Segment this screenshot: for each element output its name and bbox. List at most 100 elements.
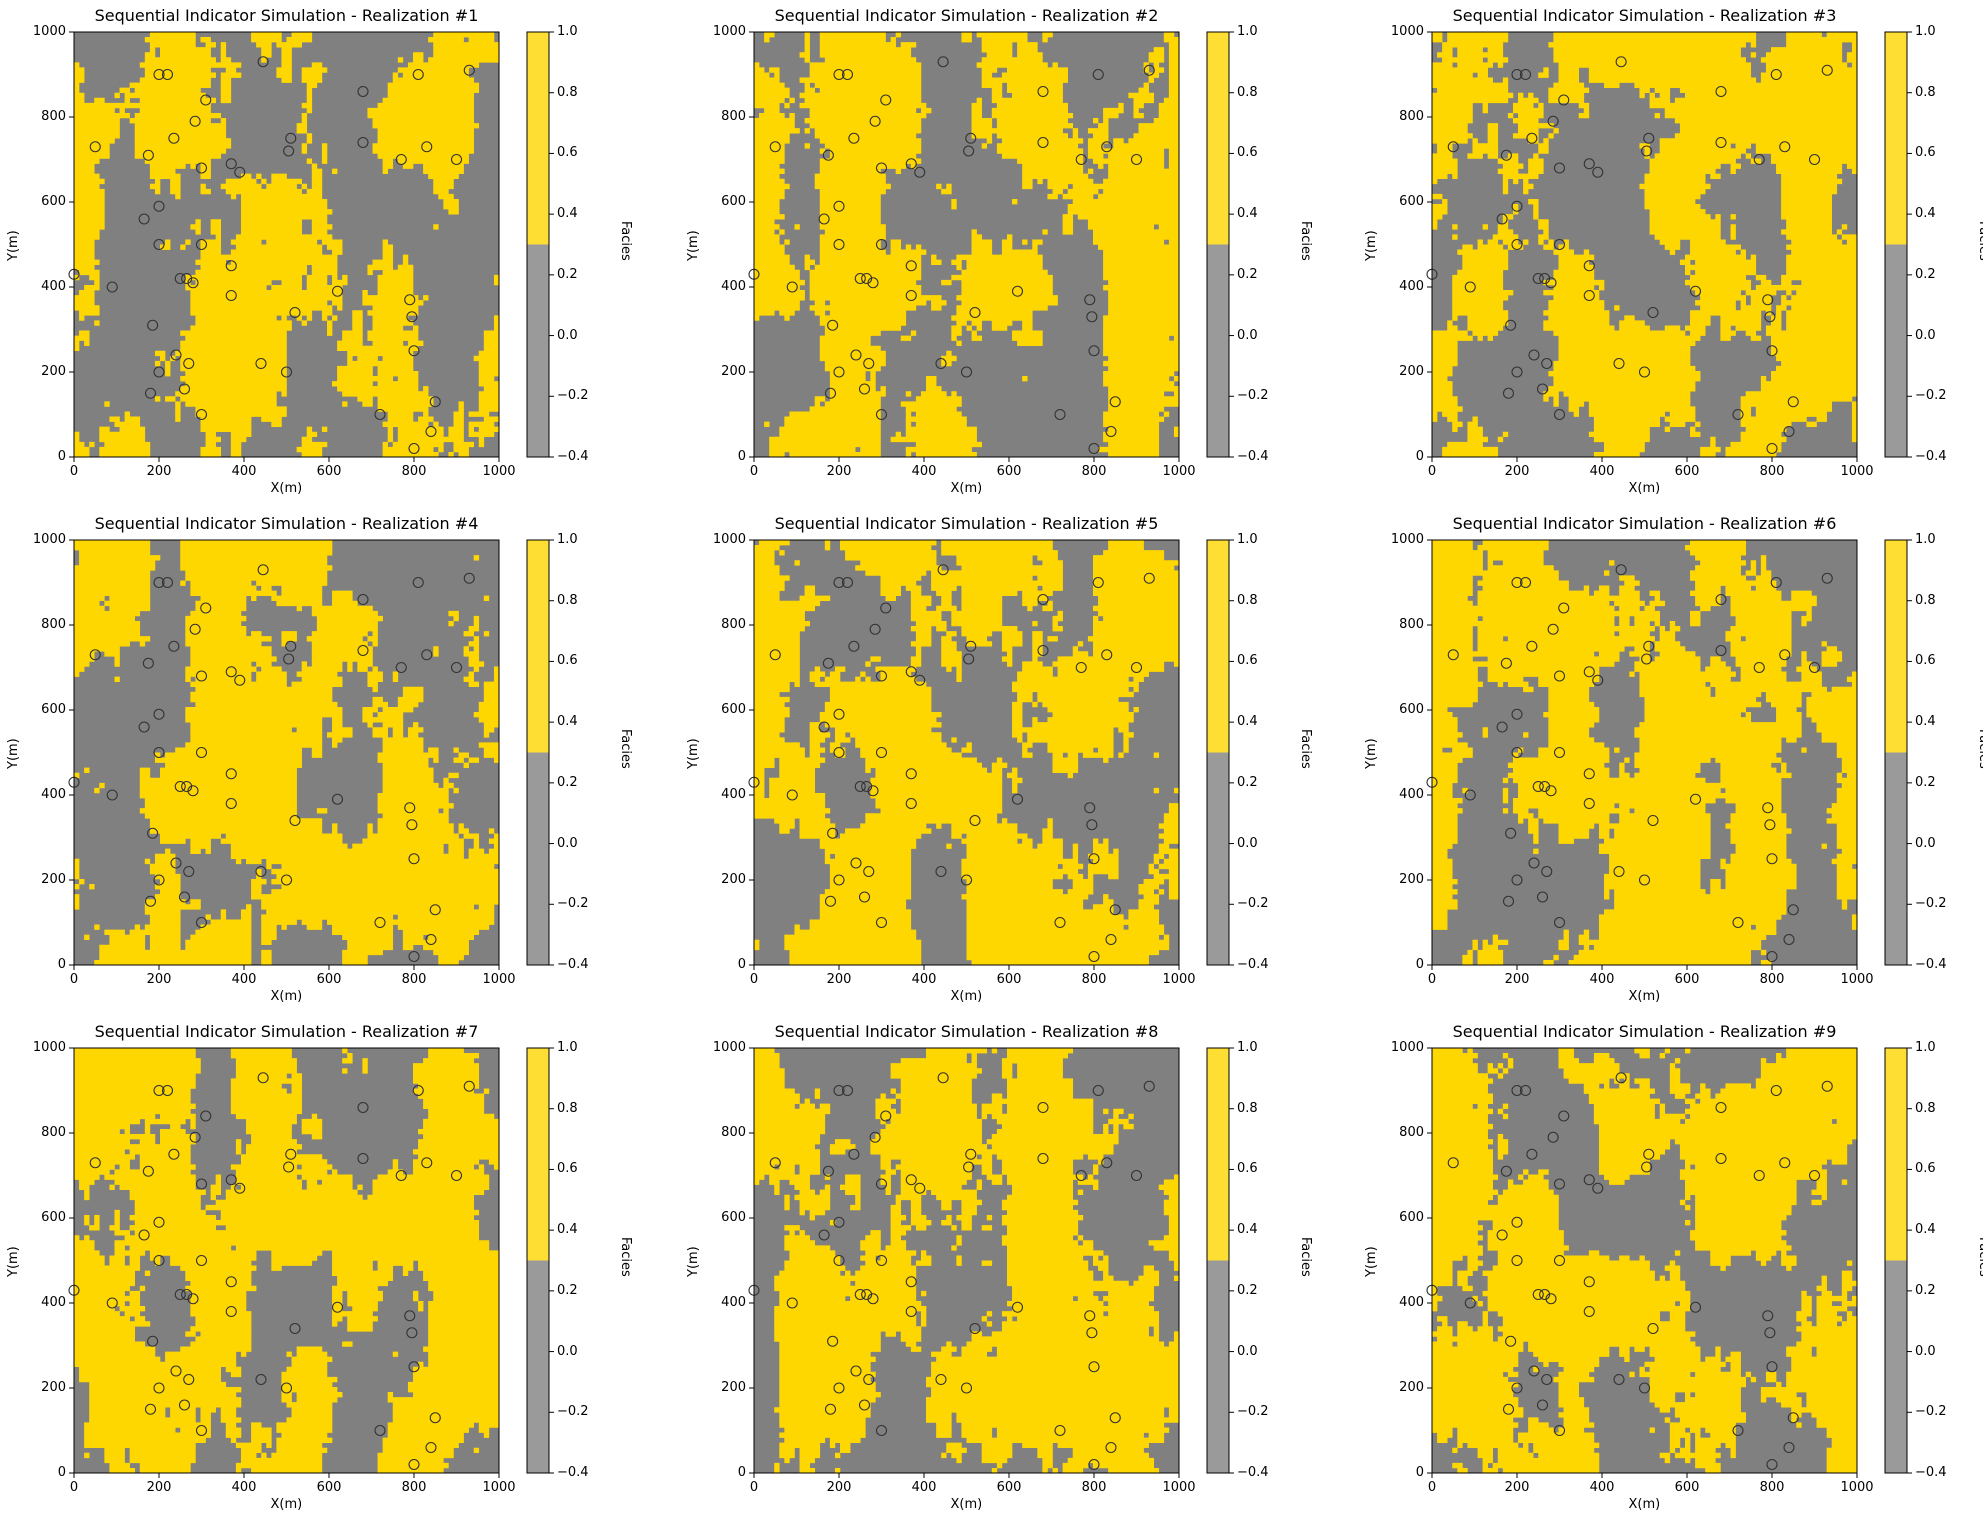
colorbar-facies-0 [1207, 244, 1229, 457]
well-marker [833, 366, 845, 378]
y-tick-label: 0 [1415, 449, 1424, 464]
well-marker [178, 891, 191, 903]
y-tick-label: 1000 [1390, 532, 1424, 547]
well-marker [905, 1305, 917, 1318]
well-marker [1643, 132, 1655, 144]
colorbar-tick-label: 0.6 [557, 653, 578, 669]
x-axis-label: X(m) [270, 1497, 303, 1512]
x-axis-label: X(m) [270, 481, 303, 496]
colorbar-tick-label: 0.2 [1237, 266, 1258, 282]
well-marker [1638, 366, 1651, 378]
well-marker [283, 1161, 295, 1173]
y-tick-label: 600 [721, 194, 746, 209]
facies-map [68, 1047, 554, 1478]
colorbar-tick-label: −0.4 [557, 449, 589, 464]
colorbar-label: Facies [618, 728, 633, 769]
colorbar-tick-label: 1.0 [557, 532, 578, 547]
well-marker [880, 1110, 892, 1122]
well-marker [824, 1403, 837, 1415]
well-marker [195, 670, 208, 682]
colorbar-facies-1 [1885, 1048, 1907, 1261]
y-tick-label: 600 [1399, 1210, 1424, 1225]
well-marker [1511, 1254, 1523, 1267]
y-tick-label: 0 [57, 449, 66, 464]
well-marker [960, 366, 973, 378]
colorbar-tick-label: 0.4 [557, 1222, 578, 1238]
colorbar-tick-label: 0.0 [1915, 835, 1936, 851]
well-marker [1615, 1072, 1627, 1084]
well-marker [1583, 797, 1595, 810]
facies-map [68, 539, 554, 970]
colorbar-tick-label: 1.0 [1915, 24, 1936, 39]
y-tick-label: 400 [721, 1295, 746, 1310]
colorbar-tick-label: 1.0 [1915, 1040, 1936, 1055]
facies-1-cells [1432, 540, 1858, 966]
y-tick-label: 200 [41, 872, 66, 887]
well-marker [1689, 793, 1702, 805]
well-marker [1643, 1148, 1655, 1160]
well-marker [255, 357, 267, 370]
well-marker [1583, 1276, 1595, 1288]
well-marker [195, 408, 208, 421]
well-marker [195, 162, 208, 174]
well-marker [1689, 285, 1702, 297]
x-tick-label: 800 [401, 1480, 427, 1495]
well-marker [1496, 1229, 1508, 1241]
well-marker [769, 141, 781, 153]
well-marker [1037, 85, 1049, 98]
well-marker [914, 166, 926, 178]
well-marker [850, 349, 862, 361]
well-marker [1084, 294, 1096, 306]
well-marker [1500, 149, 1512, 161]
well-marker [357, 85, 369, 98]
facies-map [748, 31, 1234, 462]
x-tick-label: 600 [996, 1480, 1022, 1495]
facies-1-cells [74, 32, 500, 458]
well-marker [404, 1310, 416, 1322]
x-tick-label: 800 [1081, 1480, 1107, 1495]
well-marker [1447, 1157, 1459, 1169]
colorbar-tick-label: 1.0 [557, 24, 578, 39]
well-marker [429, 396, 441, 408]
colorbar-label: Facies [618, 1236, 633, 1277]
y-tick-label: 200 [721, 1380, 746, 1395]
well-marker [833, 708, 845, 720]
well-marker [106, 281, 118, 293]
well-marker [869, 1131, 881, 1143]
well-marker [168, 1148, 180, 1160]
x-tick-label: 600 [996, 464, 1022, 479]
x-tick-label: 1000 [1840, 972, 1874, 987]
well-marker [225, 1305, 237, 1318]
x-tick-label: 400 [1589, 464, 1615, 479]
colorbar-frame [526, 31, 550, 458]
well-marker [1592, 1182, 1604, 1194]
colorbar-tick-label: 0.8 [557, 592, 578, 608]
well-marker [1762, 1310, 1774, 1322]
well-marker [1641, 653, 1653, 665]
well-marker [183, 1373, 195, 1386]
colorbar-frame [1884, 539, 1908, 966]
well-marker [1086, 311, 1098, 323]
well-marker [225, 158, 237, 170]
well-marker [425, 425, 437, 438]
x-tick-label: 800 [1081, 464, 1107, 479]
well-marker [280, 1382, 293, 1394]
well-marker [1615, 564, 1627, 576]
colorbar-tick-label: 0.6 [1237, 145, 1258, 161]
well-marker [1638, 1382, 1651, 1394]
well-marker [1084, 1310, 1096, 1322]
colorbar-tick-label: −0.4 [1237, 957, 1269, 972]
colorbar-tick-label: 0.4 [1237, 1222, 1258, 1238]
well-marker [1766, 1458, 1778, 1471]
well-marker [1528, 349, 1540, 361]
well-marker [850, 1365, 862, 1377]
well-marker [1715, 136, 1727, 149]
colorbar-tick-label: 0.0 [557, 835, 578, 851]
well-marker [234, 674, 246, 686]
y-tick-label: 800 [41, 109, 66, 124]
well-marker [429, 904, 441, 916]
well-marker [1553, 162, 1566, 174]
well-marker [1766, 853, 1778, 865]
realization-panel: Sequential Indicator Simulation - Realiz… [0, 1016, 633, 1512]
well-marker [1779, 141, 1791, 153]
